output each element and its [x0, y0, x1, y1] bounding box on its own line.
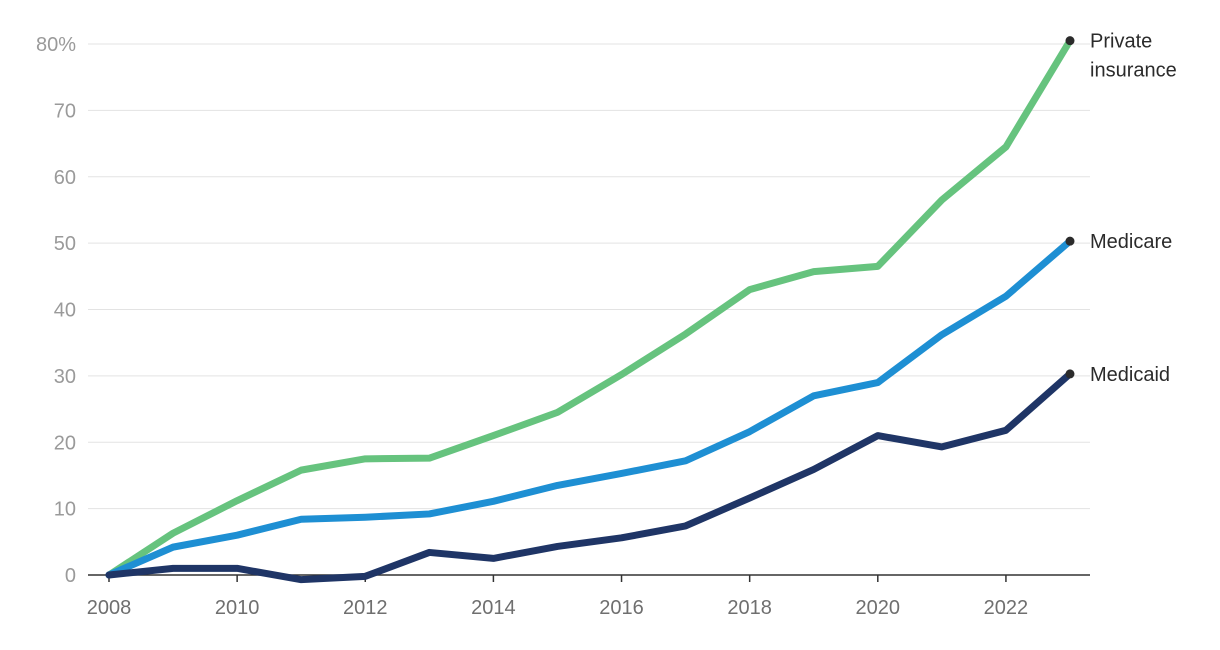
y-tick-label: 80%: [36, 34, 76, 56]
y-tick-label: 10: [54, 499, 76, 521]
x-tick-label: 2018: [727, 597, 772, 619]
x-tick-label: 2020: [856, 597, 901, 619]
y-tick-label: 0: [65, 565, 76, 587]
series-label: insurance: [1090, 60, 1177, 82]
series-label: Private: [1090, 31, 1152, 53]
gridlines: [88, 43, 1090, 510]
series-lines: [105, 36, 1075, 584]
series-end-marker: [1065, 236, 1075, 246]
series-line-medicaid: [105, 370, 1074, 584]
series-labels: Private insurance Medicare Medicaid: [1090, 31, 1177, 386]
x-tick-label: 2008: [87, 597, 132, 619]
series-label: Medicaid: [1090, 364, 1170, 386]
y-axis-ticks: 0 10 20 30 40 50 60 70 80%: [36, 34, 76, 587]
x-tick-label: 2012: [343, 597, 388, 619]
x-tick-label: 2014: [471, 597, 516, 619]
x-tick-label: 2010: [215, 597, 260, 619]
x-tick-label: 2022: [984, 597, 1029, 619]
y-tick-label: 60: [54, 167, 76, 189]
y-tick-label: 20: [54, 432, 76, 454]
x-tick-label: 2016: [599, 597, 644, 619]
y-tick-label: 40: [54, 300, 76, 322]
series-line-medicare: [105, 237, 1074, 579]
series-end-marker: [1065, 36, 1075, 46]
x-axis-ticks: 2008 2010 2012 2014 2016 2018 2020 2022: [87, 575, 1028, 619]
series-label: Medicare: [1090, 231, 1172, 253]
y-tick-label: 50: [54, 233, 76, 255]
series-end-marker: [1065, 369, 1075, 379]
y-tick-label: 30: [54, 366, 76, 388]
series-line-private-insurance: [105, 37, 1074, 579]
y-tick-label: 70: [54, 100, 76, 122]
